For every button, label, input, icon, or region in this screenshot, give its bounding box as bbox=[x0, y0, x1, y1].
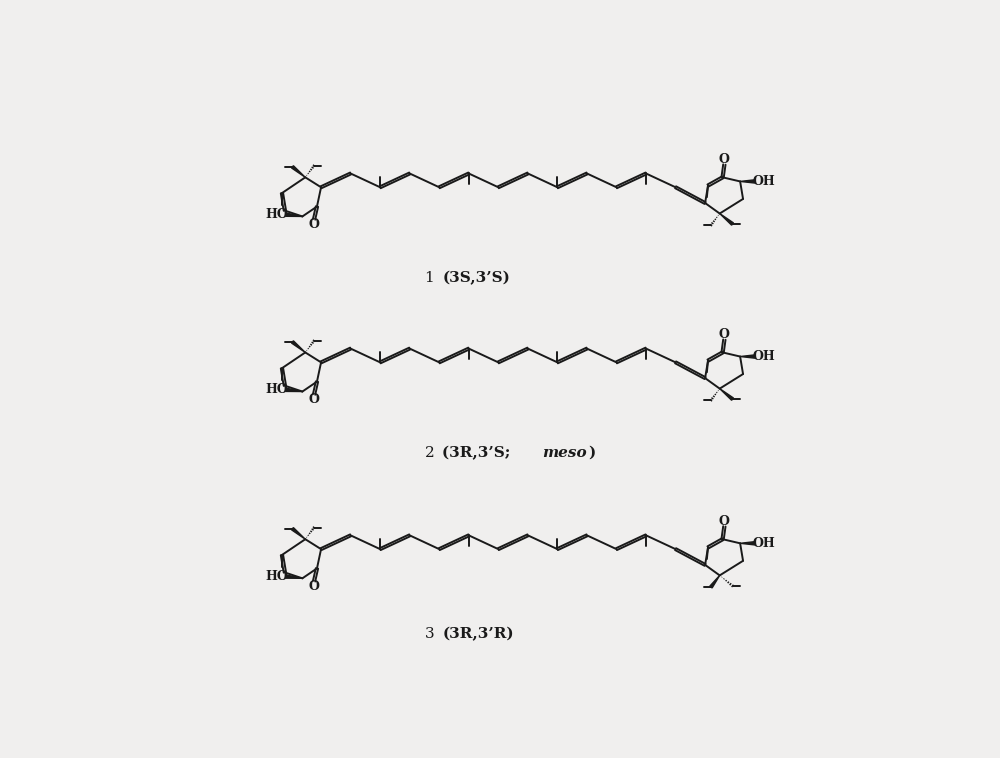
Polygon shape bbox=[292, 341, 305, 352]
Polygon shape bbox=[292, 528, 305, 539]
Polygon shape bbox=[740, 355, 755, 359]
Polygon shape bbox=[740, 180, 755, 183]
Text: O: O bbox=[719, 153, 730, 166]
Text: ): ) bbox=[588, 446, 596, 460]
Text: (3S,3’S): (3S,3’S) bbox=[442, 271, 510, 285]
Text: OH: OH bbox=[752, 537, 775, 550]
Text: 3: 3 bbox=[425, 627, 444, 641]
Polygon shape bbox=[740, 542, 755, 545]
Text: O: O bbox=[308, 393, 319, 406]
Polygon shape bbox=[710, 575, 720, 588]
Text: (3R,3’R): (3R,3’R) bbox=[442, 627, 514, 641]
Polygon shape bbox=[286, 575, 302, 578]
Text: 2: 2 bbox=[425, 446, 444, 460]
Text: O: O bbox=[719, 328, 730, 341]
Text: (3R,3’S;: (3R,3’S; bbox=[442, 446, 516, 460]
Polygon shape bbox=[286, 213, 302, 217]
Text: OH: OH bbox=[752, 350, 775, 363]
Text: OH: OH bbox=[752, 175, 775, 188]
Text: O: O bbox=[308, 580, 319, 593]
Text: meso: meso bbox=[542, 446, 586, 460]
Polygon shape bbox=[286, 388, 302, 392]
Text: 1: 1 bbox=[425, 271, 444, 285]
Text: HO: HO bbox=[266, 384, 289, 396]
Text: O: O bbox=[719, 515, 730, 528]
Text: HO: HO bbox=[266, 570, 289, 583]
Polygon shape bbox=[720, 214, 733, 225]
Polygon shape bbox=[292, 166, 305, 177]
Polygon shape bbox=[720, 389, 733, 400]
Text: HO: HO bbox=[266, 208, 289, 221]
Text: O: O bbox=[308, 218, 319, 231]
